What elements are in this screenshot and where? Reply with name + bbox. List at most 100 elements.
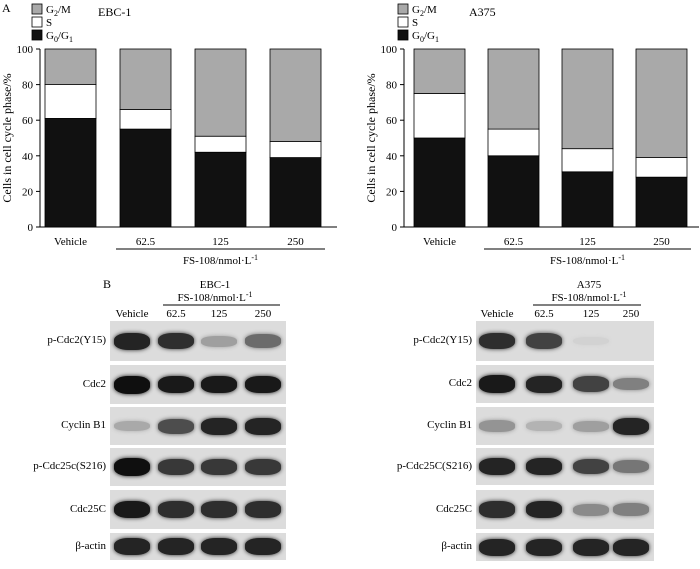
blot-band — [201, 417, 237, 435]
blot-lane-label: 250 — [623, 308, 640, 320]
bar-segment-g0-g1 — [635, 176, 688, 228]
blot-band — [114, 420, 150, 432]
x-tick-label: 62.5 — [504, 236, 524, 248]
blot-strip — [110, 365, 286, 404]
blot-band — [201, 335, 237, 347]
y-tick-label: 20 — [22, 186, 34, 198]
bar-segment-s — [44, 84, 97, 119]
blot-lane-label: Vehicle — [116, 308, 149, 320]
x-tick-label: 125 — [212, 236, 229, 248]
legend-label: G2/M — [412, 4, 437, 18]
x-tick-label: Vehicle — [54, 236, 87, 248]
blot-band — [245, 538, 281, 555]
bar-segment-g0-g1 — [269, 157, 322, 228]
blot-band — [201, 375, 237, 394]
blot-protein-label: p-Cdc25C(S216) — [396, 459, 472, 472]
bar-segment-s — [119, 109, 172, 130]
blot-protein-label: p-Cdc2(Y15) — [47, 334, 106, 346]
blot-strip — [476, 407, 654, 445]
blot-band — [479, 420, 515, 432]
y-tick-label: 80 — [386, 80, 398, 92]
blot-band — [245, 501, 281, 518]
x-tick-label: 250 — [287, 236, 304, 248]
blot-band — [114, 500, 150, 519]
legend-label: G0/G1 — [46, 30, 73, 44]
blot-protein-label: β-actin — [441, 540, 472, 552]
legend-swatch — [397, 16, 409, 28]
blot-band — [245, 417, 281, 435]
bar-segment-s — [561, 148, 614, 173]
blot-band — [479, 458, 515, 475]
blot-strip — [476, 448, 654, 485]
blot-band — [479, 375, 515, 393]
blot-lane-label: Vehicle — [481, 308, 514, 320]
blot-band — [245, 375, 281, 394]
y-tick-label: 60 — [386, 115, 398, 127]
blot-strip — [110, 321, 286, 361]
legend-swatch — [397, 3, 409, 15]
blot-protein-label: Cdc25C — [435, 502, 472, 515]
blot-protein-label: Cdc2 — [448, 377, 472, 389]
blot-protein-label: Cyclin B1 — [61, 419, 106, 431]
blot-band — [245, 459, 281, 475]
blot-band — [479, 538, 515, 556]
bar-segment-s — [413, 93, 466, 139]
bar-segment-g2-m — [269, 48, 322, 142]
blot-band — [158, 332, 194, 350]
blot-band — [573, 420, 609, 432]
panel-a-letter: A — [2, 1, 11, 15]
legend-label: S — [412, 17, 418, 29]
blot-strip — [110, 490, 286, 529]
y-tick-label: 40 — [22, 151, 34, 163]
blot-strip — [110, 533, 286, 560]
bar-segment-g0-g1 — [561, 171, 614, 228]
legend-swatch — [31, 29, 43, 41]
blot-protein-label: β-actin — [75, 539, 106, 552]
blot-strip — [476, 321, 654, 361]
legend-label: G2/M — [46, 4, 71, 18]
bar-segment-s — [635, 157, 688, 178]
bar-segment-s — [487, 128, 540, 157]
blot-band — [526, 421, 562, 431]
blot-band — [526, 538, 562, 556]
blot-band — [201, 459, 237, 475]
blot-strip — [110, 448, 286, 486]
chart-title: A375 — [469, 5, 496, 19]
blot-band — [479, 332, 515, 350]
y-tick-label: 40 — [386, 151, 398, 163]
legend-label: G0/G1 — [412, 30, 439, 44]
blot-strip — [110, 407, 286, 445]
blot-lane-label: 62.5 — [166, 308, 186, 320]
blot-protein-label: p-Cdc25c(S216) — [33, 460, 106, 472]
blot-band — [573, 336, 609, 346]
blot-band — [613, 417, 649, 435]
blot-strip — [476, 533, 654, 561]
bar-segment-g2-m — [194, 48, 247, 137]
x-tick-label: 62.5 — [136, 236, 156, 248]
legend-swatch — [397, 29, 409, 41]
bar-segment-g2-m — [413, 48, 466, 94]
bar-segment-s — [269, 141, 322, 158]
y-axis-label: Cells in cell cycle phase/% — [0, 73, 14, 202]
x-tick-label: 125 — [579, 236, 596, 248]
bar-segment-g2-m — [44, 48, 97, 85]
legend-swatch — [31, 16, 43, 28]
y-tick-label: 20 — [386, 186, 398, 198]
blot-protein-label: Cyclin B1 — [427, 419, 472, 431]
bar-segment-g0-g1 — [487, 155, 540, 228]
blot-protein-label: p-Cdc2(Y15) — [413, 334, 472, 346]
x-axis-label: FS-108/nmol·L-1 — [550, 253, 625, 267]
bar-segment-g2-m — [487, 48, 540, 130]
blot-band — [114, 375, 150, 394]
blot-band — [526, 501, 562, 518]
blot-band — [613, 503, 649, 516]
y-axis-label: Cells in cell cycle phase/% — [364, 73, 378, 202]
legend-label: S — [46, 17, 52, 29]
blot-band — [613, 377, 649, 391]
blot-lane-label: 125 — [211, 308, 228, 320]
blot-lane-label: 125 — [583, 308, 600, 320]
blot-band — [573, 458, 609, 475]
